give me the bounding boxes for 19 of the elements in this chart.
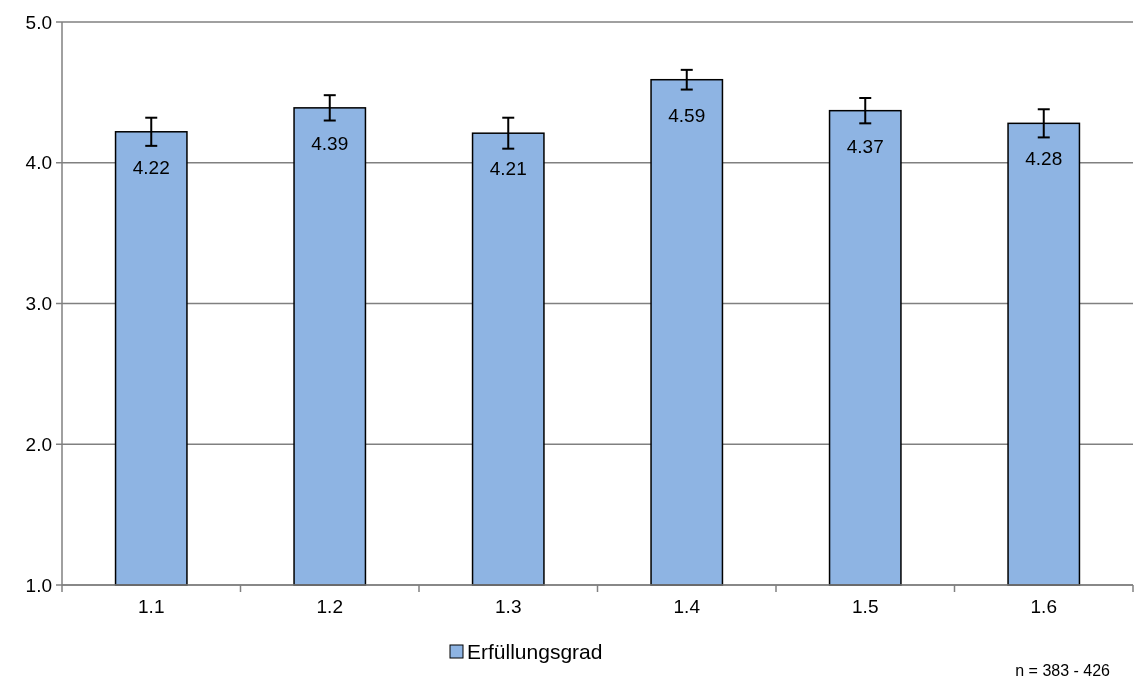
- x-tick-label: 1.2: [316, 596, 343, 617]
- text: n = 383 - 426: [1015, 662, 1111, 679]
- data-label: 4.59: [668, 104, 706, 126]
- x-tick-label: 1.1: [138, 596, 165, 617]
- y-tick-label: 5.0: [25, 11, 52, 33]
- x-tick-label: 1.4: [673, 596, 701, 617]
- x-tick-label: 1.3: [495, 596, 522, 617]
- y-tick-label: 3.0: [25, 293, 52, 315]
- data-label: 4.37: [846, 135, 884, 157]
- legend-label: Erfüllungsgrad: [467, 640, 603, 664]
- x-tick-label: 1.6: [1030, 596, 1057, 617]
- data-label: 4.39: [311, 132, 349, 154]
- y-tick-label: 2.0: [25, 433, 52, 455]
- x-tick-label: 1.5: [852, 596, 879, 617]
- y-tick-label: 4.0: [25, 152, 52, 174]
- data-label: 4.21: [489, 158, 527, 180]
- data-label: 4.22: [132, 156, 170, 178]
- data-label: 4.28: [1025, 148, 1063, 170]
- y-tick-label: 1.0: [25, 574, 52, 596]
